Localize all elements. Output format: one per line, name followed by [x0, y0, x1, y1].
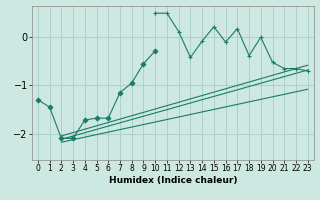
- X-axis label: Humidex (Indice chaleur): Humidex (Indice chaleur): [108, 176, 237, 185]
